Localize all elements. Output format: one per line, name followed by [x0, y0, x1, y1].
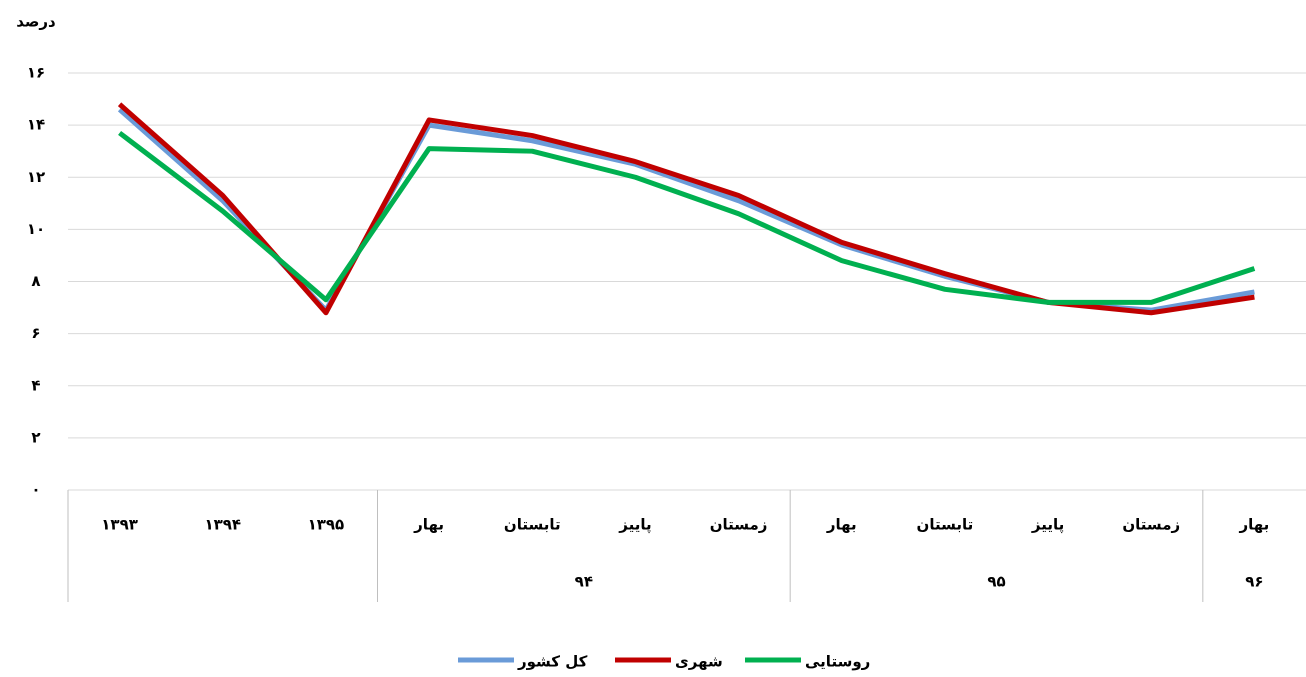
group-label: ۹۴ — [575, 573, 593, 591]
x-tick-label: ۱۳۹۳ — [101, 516, 138, 534]
x-tick-label: پاییز — [1031, 516, 1064, 535]
data-line — [117, 107, 1255, 313]
y-tick-label: ۴ — [31, 376, 40, 394]
legend-label: روستایی — [805, 653, 870, 671]
y-tick-label: ۰ — [31, 481, 40, 499]
y-tick-label: ۲ — [31, 428, 40, 446]
data-line — [118, 130, 1256, 305]
y-tick-label: ۱۰ — [27, 220, 45, 238]
y-tick-label: ۸ — [31, 272, 40, 290]
y-axis-label: درصد — [16, 13, 56, 31]
x-tick-label: تابستان — [917, 516, 974, 534]
legend-label: شهری — [675, 653, 723, 671]
y-tick-label: ۱۶ — [27, 64, 45, 82]
y-tick-label: ۱۴ — [27, 116, 45, 134]
legend-label: کل کشور — [517, 653, 588, 671]
x-tick-label: بهار — [826, 516, 857, 534]
x-tick-label: بهار — [413, 516, 444, 534]
x-tick-label: زمستان — [710, 516, 768, 534]
y-tick-label: ۱۲ — [27, 168, 45, 186]
x-tick-label: زمستان — [1122, 516, 1180, 534]
x-tick-label: ۱۳۹۴ — [204, 516, 241, 534]
x-tick-label: ۱۳۹۵ — [308, 516, 345, 534]
x-tick-label: تابستان — [504, 516, 561, 534]
x-tick-label: بهار — [1239, 516, 1270, 534]
x-tick-label: پاییز — [618, 516, 651, 535]
group-label: ۹۶ — [1245, 573, 1263, 591]
y-tick-label: ۶ — [31, 324, 40, 342]
group-label: ۹۵ — [987, 573, 1005, 591]
